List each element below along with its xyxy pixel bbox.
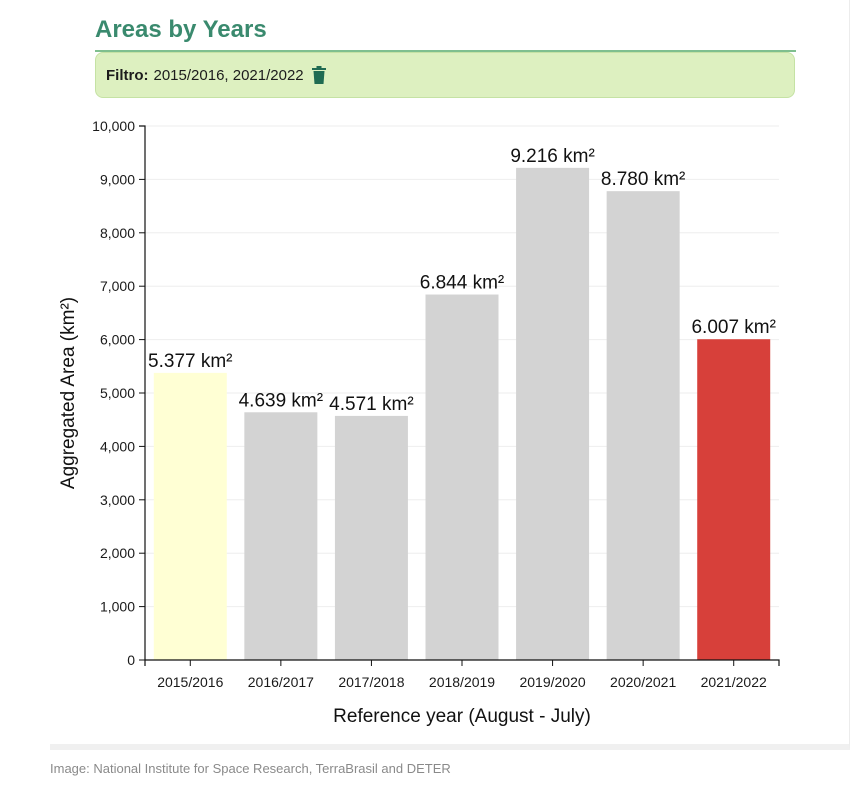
x-tick-label: 2015/2016: [157, 674, 223, 690]
y-tick-label: 8,000: [100, 225, 135, 241]
trash-icon[interactable]: [311, 66, 326, 84]
filter-value: 2015/2016, 2021/2022: [153, 66, 304, 84]
bar-data-label: 4.639 km²: [239, 390, 323, 411]
y-tick-label: 6,000: [100, 332, 135, 348]
y-tick-label: 1,000: [100, 599, 135, 615]
x-tick-label: 2021/2022: [701, 674, 767, 690]
filter-label: Filtro:: [106, 66, 149, 84]
bar-data-label: 6.844 km²: [420, 273, 504, 294]
x-tick-label: 2016/2017: [248, 674, 314, 690]
y-tick-label: 2,000: [100, 545, 135, 561]
filter-bar: Filtro: 2015/2016, 2021/2022: [95, 52, 795, 98]
x-axis-line: [144, 659, 780, 666]
bar-data-label: 4.571 km²: [329, 394, 413, 415]
chart-title: Areas by Years: [95, 16, 267, 43]
bar-chart: 0 1,000 2,000 3,000 4,000 5,000 6,000 7,000 8,00…: [58, 118, 780, 727]
x-tick-label: 2020/2021: [610, 674, 676, 690]
bar-data-label: 8.780 km²: [601, 169, 685, 190]
x-tick-label: 2017/2018: [338, 674, 404, 690]
bar-2020-2021: [606, 191, 680, 660]
bar-2019-2020: [516, 167, 590, 660]
x-axis-title: Reference year (August - July): [333, 706, 591, 727]
x-tick-label: 2018/2019: [429, 674, 495, 690]
y-tick-label: 3,000: [100, 492, 135, 508]
bar-2016-2017: [244, 412, 318, 660]
bar-2017-2018: [334, 415, 408, 660]
y-tick-label: 9,000: [100, 171, 135, 187]
bar-2021-2022: [697, 339, 771, 660]
bar-data-label: 9.216 km²: [510, 146, 594, 167]
bar-2015-2016: [153, 372, 227, 660]
title-divider: [95, 50, 796, 52]
bar-data-label: 5.377 km²: [148, 351, 232, 372]
y-tick-label: 5,000: [100, 385, 135, 401]
image-credit: Image: National Institute for Space Rese…: [50, 761, 451, 776]
y-axis-title: Aggregated Area (km²): [58, 297, 79, 489]
y-tick-label: 7,000: [100, 278, 135, 294]
y-tick-label: 10,000: [92, 118, 135, 134]
bar-2018-2019: [425, 294, 499, 660]
y-tick-label: 0: [127, 652, 135, 668]
y-tick-label: 4,000: [100, 438, 135, 454]
bar-data-label: 6.007 km²: [691, 317, 775, 338]
y-axis-line: [139, 125, 146, 660]
x-tick-label: 2019/2020: [519, 674, 585, 690]
